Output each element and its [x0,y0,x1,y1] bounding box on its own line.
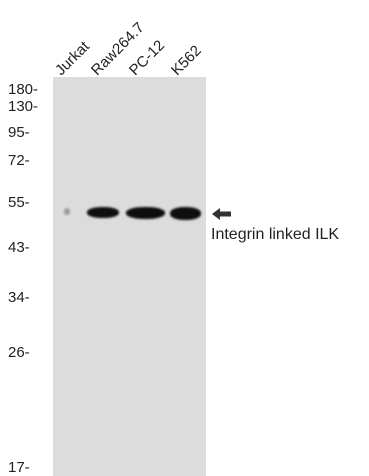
mw-marker-17: 17- [8,459,30,476]
lane-label-k562: K562 [167,42,205,79]
mw-marker-180: 180- [8,81,39,98]
band-k562 [170,207,201,220]
mw-marker-130: 130- [8,98,39,115]
band-raw264-7 [87,207,119,218]
mw-marker-55: 55- [8,194,30,211]
mw-marker-26: 26- [8,344,30,361]
band-pc-12 [126,207,165,219]
lane-label-jurkat: Jurkat [51,38,93,79]
mw-marker-72: 72- [8,152,30,169]
mw-marker-95: 95- [8,124,30,141]
mw-marker-34: 34- [8,289,30,306]
target-protein-label: Integrin linked ILK [211,226,340,243]
arrow-left-icon [212,208,231,220]
band-jurkat [64,208,70,215]
blot-membrane [53,77,206,476]
mw-marker-43: 43- [8,239,30,256]
